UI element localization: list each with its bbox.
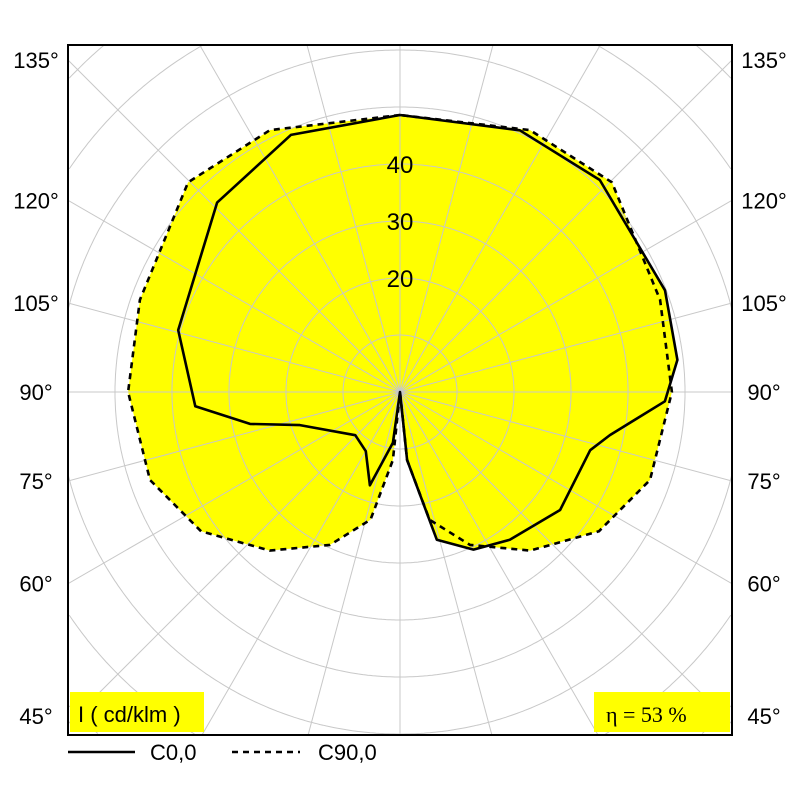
- unit-label-bg: [70, 692, 204, 732]
- angle-label: 90°: [747, 380, 780, 405]
- legend-label-c0: C0,0: [150, 740, 196, 765]
- grid-spoke: [399, 391, 493, 735]
- legend-label-c90: C90,0: [318, 740, 377, 765]
- grid-spoke: [68, 59, 401, 393]
- grid-spoke: [68, 391, 401, 585]
- angle-label: 135°: [741, 48, 787, 73]
- angle-label: 60°: [19, 572, 52, 597]
- grid-spoke: [399, 45, 494, 393]
- radial-tick-label: 40: [387, 152, 414, 179]
- grid-ring: [68, 45, 105, 79]
- angle-label: 120°: [741, 188, 787, 213]
- grid-spoke: [399, 391, 732, 482]
- angle-label: 135°: [13, 48, 59, 73]
- angle-label: 45°: [19, 704, 52, 729]
- grid-spoke: [399, 391, 599, 735]
- radial-tick-label: 30: [387, 209, 414, 236]
- grid-spoke: [306, 45, 401, 393]
- grid-spoke: [399, 302, 732, 393]
- grid-ring: [68, 45, 204, 170]
- efficiency-label: η = 53 %: [606, 702, 687, 727]
- angle-label: 90°: [19, 380, 52, 405]
- angle-label: 75°: [747, 469, 780, 494]
- angle-label: 105°: [741, 291, 787, 316]
- radial-tick-label: 20: [387, 266, 414, 293]
- grid-spoke: [68, 302, 401, 393]
- grid-ring: [695, 45, 732, 79]
- grid-spoke: [307, 391, 401, 735]
- legend: C0,0 C90,0: [68, 740, 377, 765]
- angle-label: 75°: [19, 469, 52, 494]
- grid-spoke: [399, 59, 732, 393]
- grid-spoke: [399, 45, 601, 393]
- grid-spoke: [68, 391, 401, 725]
- grid-spoke: [199, 45, 401, 393]
- grid-spoke: [399, 391, 732, 585]
- plot-frame: [67, 44, 733, 736]
- grid-spoke: [201, 391, 401, 735]
- angle-label: 105°: [13, 291, 59, 316]
- grid-ring: [596, 45, 732, 170]
- unit-label: I ( cd/klm ): [78, 702, 181, 727]
- angle-label: 120°: [13, 188, 59, 213]
- grid-spoke: [68, 199, 401, 393]
- angle-label: 45°: [747, 704, 780, 729]
- efficiency-label-bg: [594, 692, 730, 732]
- grid-spoke: [399, 199, 732, 393]
- grid-spoke: [68, 391, 401, 482]
- angle-label: 60°: [747, 572, 780, 597]
- grid-spoke: [399, 391, 732, 725]
